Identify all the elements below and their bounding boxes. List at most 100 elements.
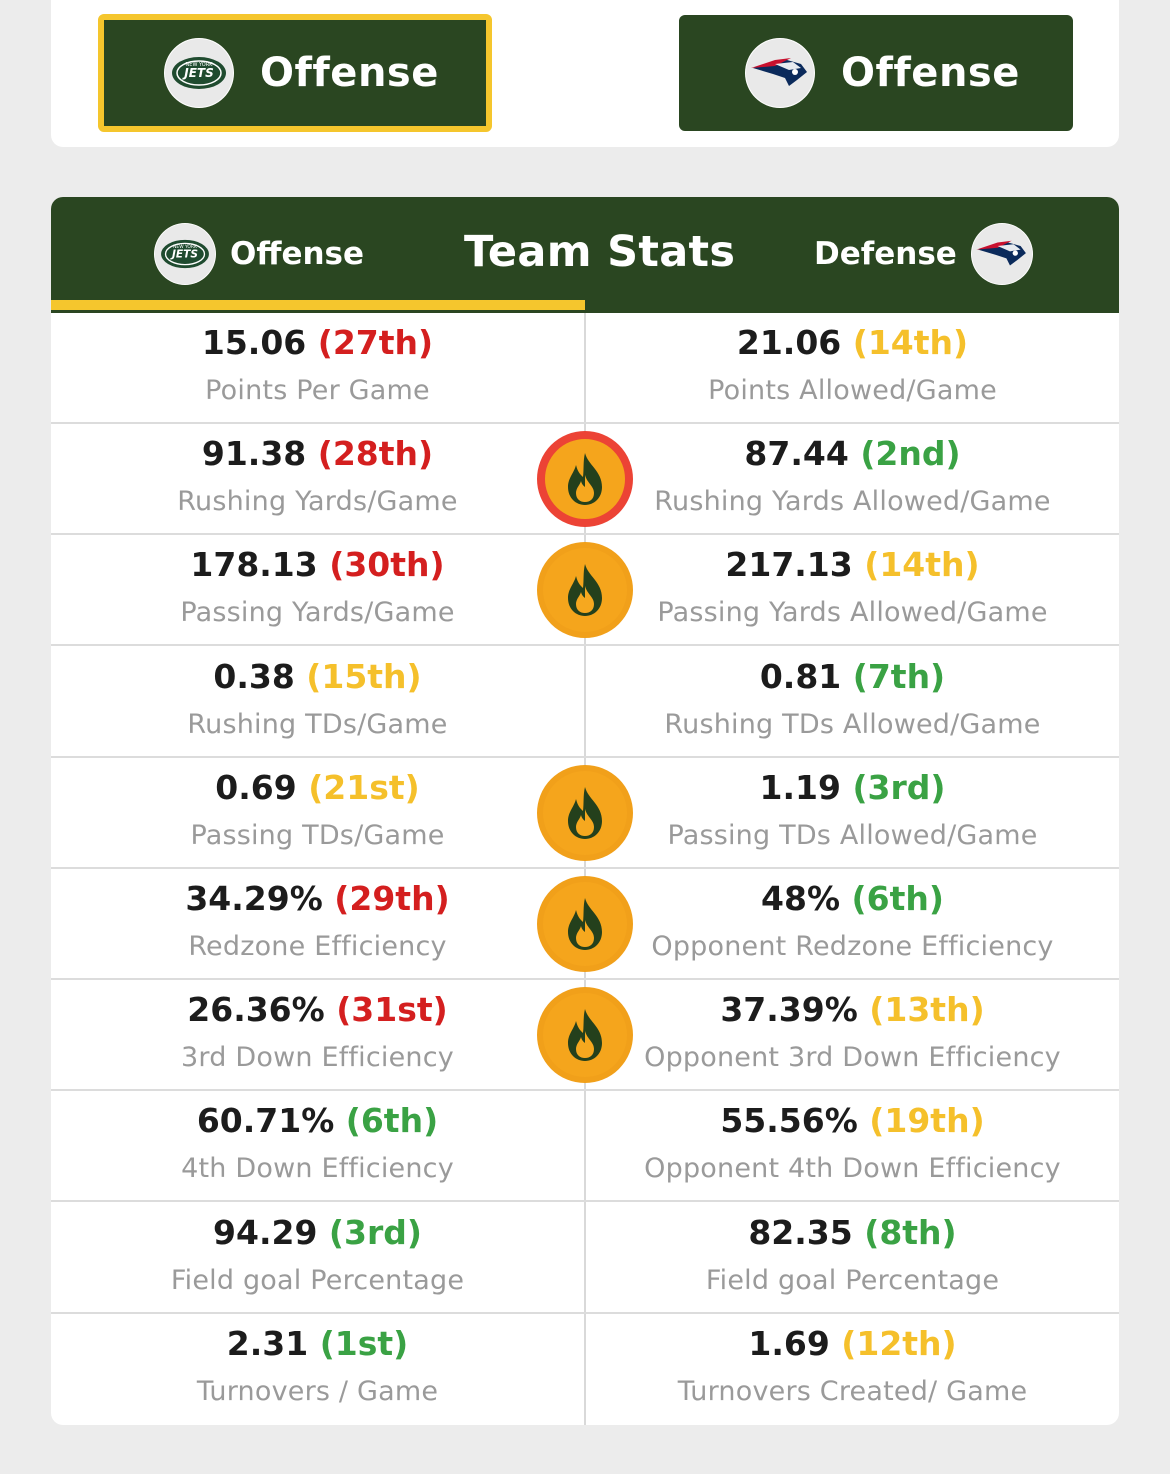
defense-stat-value-line: 82.35 (8th) — [586, 1213, 1119, 1252]
defense-stat-value: 217.13 — [725, 545, 853, 585]
defense-stat-label: Passing TDs Allowed/Game — [667, 819, 1038, 851]
offense-stat-value-line: 91.38 (28th) — [51, 434, 584, 473]
defense-stat-cell: 0.81 (7th) Rushing TDs Allowed/Game — [586, 647, 1119, 758]
defense-stat-value: 82.35 — [748, 1212, 853, 1252]
stat-row: 0.69 (21st) Passing TDs/Game 1.19 (3rd) Pas… — [51, 758, 1119, 869]
defense-stat-cell: 37.39% (13th) Opponent 3rd Down Efficienc… — [586, 980, 1119, 1091]
defense-stat-rank: (14th) — [852, 323, 969, 362]
offense-stat-value: 34.29% — [185, 879, 323, 918]
stat-row: 178.13 (30th) Passing Yards/Game 217.13 (1… — [51, 535, 1119, 647]
svg-text:JETS: JETS — [170, 248, 198, 261]
defense-stat-value: 55.56% — [720, 1101, 858, 1141]
column-divider — [584, 313, 586, 1425]
defense-stat-label: Passing Yards Allowed/Game — [657, 597, 1048, 629]
svg-text:NEW YORK: NEW YORK — [173, 244, 197, 250]
offense-stat-rank: (27th) — [317, 323, 434, 362]
offense-stat-cell: 15.06 (27th) Points Per Game — [51, 313, 584, 424]
defense-stat-cell: 21.06 (14th) Points Allowed/Game — [586, 313, 1119, 424]
team-toggle-card: JETS NEW YORK Offense Offense — [51, 0, 1119, 147]
defense-stat-value: 37.39% — [720, 990, 858, 1030]
defense-stat-value-line: 48% (6th) — [586, 879, 1119, 918]
offense-stat-label: Rushing Yards/Game — [177, 486, 458, 518]
defense-header-group[interactable]: Defense — [814, 223, 1033, 285]
defense-stat-value: 1.19 — [759, 767, 841, 807]
offense-stat-cell: 178.13 (30th) Passing Yards/Game — [51, 535, 584, 646]
defense-stat-label: Opponent 3rd Down Efficiency — [644, 1042, 1061, 1074]
offense-stat-cell: 60.71% (6th) 4th Down Efficiency — [51, 1091, 584, 1202]
defense-stat-value-line: 55.56% (19th) — [586, 1101, 1119, 1140]
stat-row: 15.06 (27th) Points Per Game 21.06 (14th) P… — [51, 313, 1119, 424]
offense-stat-value: 0.38 — [213, 656, 295, 696]
team-stats-title: Team Stats — [464, 227, 736, 277]
offense-stat-value-line: 0.69 (21st) — [51, 768, 584, 807]
offense-stat-cell: 94.29 (3rd) Field goal Percentage — [51, 1203, 584, 1314]
stat-row: 60.71% (6th) 4th Down Efficiency 55.56% (1… — [51, 1091, 1119, 1203]
defense-stat-cell: 48% (6th) Opponent Redzone Efficiency — [586, 869, 1119, 980]
svg-text:JETS: JETS — [182, 66, 214, 80]
offense-stat-label: Field goal Percentage — [170, 1264, 465, 1296]
offense-stat-label: Passing TDs/Game — [190, 819, 445, 851]
defense-stat-rank: (12th) — [841, 1323, 957, 1363]
offense-stat-cell: 2.31 (1st) Turnovers / Game — [51, 1314, 584, 1425]
defense-stat-rank: (3rd) — [852, 767, 946, 807]
offense-stat-rank: (6th) — [345, 1101, 439, 1141]
jets-offense-toggle-button[interactable]: JETS NEW YORK Offense — [98, 14, 492, 132]
defense-stat-rank: (6th) — [851, 879, 944, 918]
offense-stat-cell: 0.38 (15th) Rushing TDs/Game — [51, 647, 584, 758]
team-stats-header: JETS NEW YORK Offense Team Stats Defense — [51, 197, 1119, 313]
defense-stat-cell: 55.56% (19th) Opponent 4th Down Efficienc… — [586, 1091, 1119, 1202]
offense-stat-label: Turnovers / Game — [196, 1375, 439, 1407]
defense-stat-label: Rushing TDs Allowed/Game — [664, 708, 1041, 740]
offense-stat-label: 4th Down Efficiency — [181, 1153, 454, 1185]
offense-stat-value-line: 178.13 (30th) — [51, 545, 584, 584]
defense-stat-value-line: 217.13 (14th) — [586, 545, 1119, 584]
offense-stat-value: 2.31 — [226, 1323, 309, 1363]
offense-stat-value: 94.29 — [213, 1212, 318, 1252]
defense-stat-label: Field goal Percentage — [705, 1264, 1000, 1296]
offense-stat-rank: (28th) — [317, 434, 434, 474]
offense-stat-rank: (15th) — [306, 656, 422, 696]
patriots-offense-toggle-button[interactable]: Offense — [679, 15, 1073, 131]
offense-stat-cell: 34.29% (29th) Redzone Efficiency — [51, 869, 584, 980]
defense-stat-label: Points Allowed/Game — [708, 375, 997, 406]
patriots-offense-label: Offense — [841, 50, 1020, 96]
offense-stat-value-line: 60.71% (6th) — [51, 1101, 584, 1140]
stat-row: 94.29 (3rd) Field goal Percentage 82.35 (8… — [51, 1203, 1119, 1314]
warm-matchup-flame-icon — [537, 876, 633, 972]
warm-matchup-flame-icon — [537, 542, 633, 639]
offense-stat-value-line: 0.38 (15th) — [51, 657, 584, 696]
defense-stat-value: 48% — [761, 879, 841, 918]
offense-stat-value-line: 2.31 (1st) — [51, 1324, 584, 1363]
defense-stat-value: 1.69 — [748, 1323, 830, 1363]
warm-matchup-flame-icon — [537, 987, 633, 1084]
jets-offense-label: Offense — [260, 50, 439, 96]
offense-stat-rank: (1st) — [319, 1323, 409, 1363]
jets-logo-icon: JETS NEW YORK — [164, 38, 234, 108]
defense-stat-value-line: 1.19 (3rd) — [586, 768, 1119, 807]
defense-stat-cell: 1.19 (3rd) Passing TDs Allowed/Game — [586, 758, 1119, 869]
offense-stat-rank: (29th) — [334, 879, 450, 918]
defense-stat-value-line: 0.81 (7th) — [586, 657, 1119, 696]
defense-stat-cell: 1.69 (12th) Turnovers Created/ Game — [586, 1314, 1119, 1425]
stat-row: 0.38 (15th) Rushing TDs/Game 0.81 (7th) Rus… — [51, 647, 1119, 758]
offense-stat-value: 0.69 — [215, 767, 297, 807]
offense-stat-value: 91.38 — [201, 434, 307, 474]
offense-stat-label: Rushing TDs/Game — [187, 708, 448, 740]
stat-row: 91.38 (28th) Rushing Yards/Game 87.44 (2nd… — [51, 424, 1119, 536]
offense-stat-value: 60.71% — [196, 1101, 335, 1141]
offense-stat-value-line: 94.29 (3rd) — [51, 1213, 584, 1252]
offense-header-group[interactable]: JETS NEW YORK Offense — [154, 223, 364, 285]
offense-stat-cell: 26.36% (31st) 3rd Down Efficiency — [51, 980, 584, 1091]
defense-stat-rank: (13th) — [869, 990, 985, 1030]
offense-stat-value-line: 34.29% (29th) — [51, 879, 584, 918]
offense-stat-rank: (3rd) — [328, 1212, 422, 1252]
defense-stat-rank: (14th) — [864, 545, 980, 585]
defense-stat-cell: 217.13 (14th) Passing Yards Allowed/Game — [586, 535, 1119, 646]
defense-stat-cell: 82.35 (8th) Field goal Percentage — [586, 1203, 1119, 1314]
defense-stat-rank: (2nd) — [860, 434, 961, 474]
defense-stat-value: 0.81 — [759, 656, 842, 696]
stat-row: 2.31 (1st) Turnovers / Game 1.69 (12th) Tur… — [51, 1314, 1119, 1425]
defense-stat-value-line: 1.69 (12th) — [586, 1324, 1119, 1363]
defense-stat-value: 87.44 — [744, 434, 849, 474]
defense-stat-rank: (8th) — [864, 1212, 957, 1252]
